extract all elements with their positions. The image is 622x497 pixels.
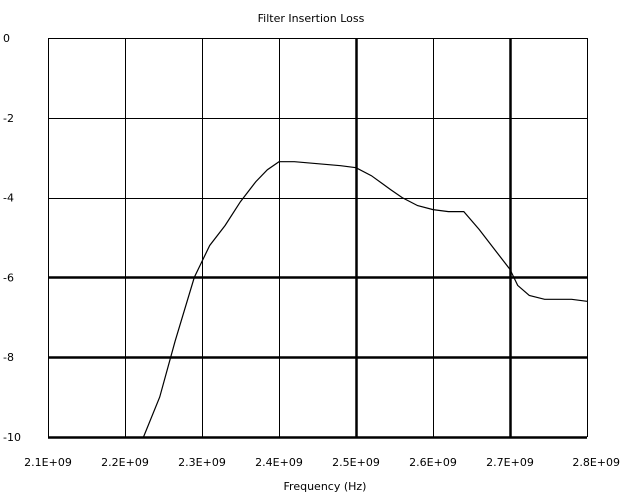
x-tick-label: 2.6E+09 <box>409 456 457 469</box>
x-axis-label: Frequency (Hz) <box>284 480 367 493</box>
x-tick-label: 2.3E+09 <box>178 456 226 469</box>
x-tick-label: 2.2E+09 <box>101 456 149 469</box>
x-tick-label: 2.8E+09 <box>572 456 620 469</box>
y-tick-labels: 0 -2 -4 -6 -8 -10 <box>3 32 21 444</box>
y-tick-label: -4 <box>3 192 14 205</box>
y-tick-label: -6 <box>3 271 14 284</box>
y-tick-label: -2 <box>3 112 14 125</box>
x-tick-label: 2.4E+09 <box>255 456 303 469</box>
x-tick-label: 2.7E+09 <box>486 456 534 469</box>
x-tick-label: 2.1E+09 <box>24 456 72 469</box>
x-tick-labels: 2.1E+09 2.2E+09 2.3E+09 2.4E+09 2.5E+09 2.6E+… <box>24 456 620 469</box>
grid-lines <box>48 38 588 439</box>
y-tick-label: 0 <box>3 32 10 45</box>
y-tick-label: -10 <box>3 431 21 444</box>
x-tick-label: 2.5E+09 <box>332 456 380 469</box>
y-tick-label: -8 <box>3 351 14 364</box>
series-line <box>142 161 588 438</box>
chart-title: Filter Insertion Loss <box>258 12 365 25</box>
